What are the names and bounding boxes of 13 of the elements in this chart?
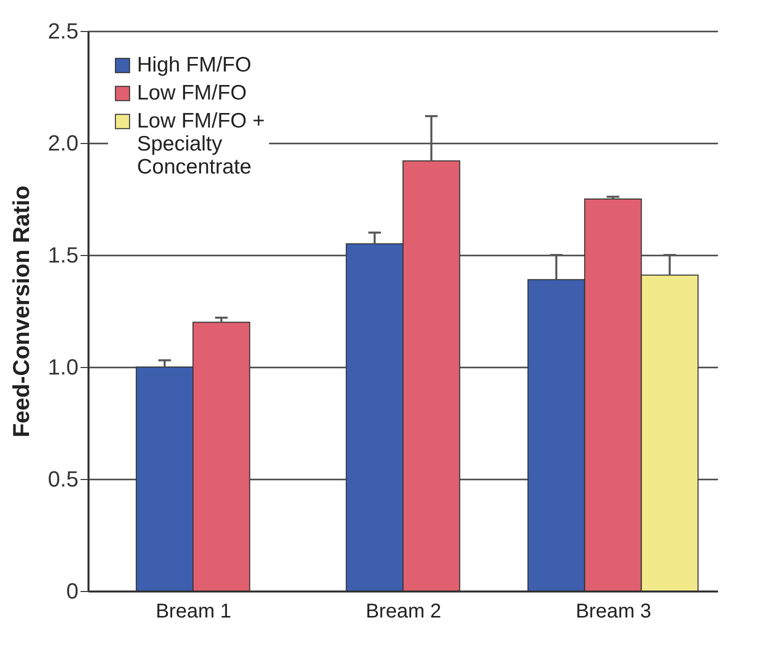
x-tick-label: Bream 2 <box>366 600 442 622</box>
legend-label: Low FM/FO + Specialty Concentrate <box>137 110 265 178</box>
y-tick-label: 0 <box>66 578 78 604</box>
y-tick-label: 2.0 <box>48 130 78 156</box>
x-tick-label: Bream 1 <box>156 600 232 622</box>
legend-label: High FM/FO <box>137 54 252 76</box>
y-tick-label: 2.5 <box>48 18 78 44</box>
y-tick-label: 1.5 <box>48 242 78 268</box>
x-tick-label: Bream 3 <box>576 600 652 622</box>
y-axis-title: Feed-Conversion Ratio <box>8 186 34 438</box>
legend-label: Low FM/FO <box>137 82 247 104</box>
y-tick-label: 0.5 <box>48 466 78 492</box>
y-tick-label: 1.0 <box>48 354 78 380</box>
